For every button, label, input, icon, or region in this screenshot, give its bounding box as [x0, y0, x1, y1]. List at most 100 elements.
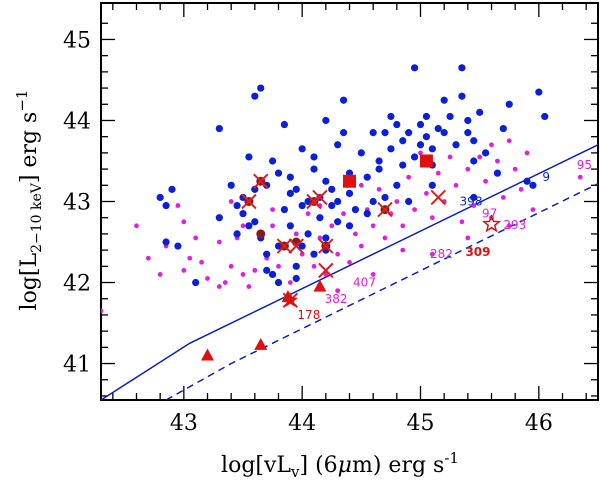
magenta-dot	[193, 235, 199, 241]
blue-dot	[239, 210, 247, 218]
red-cross	[288, 238, 304, 254]
blue-dot	[227, 181, 235, 189]
magenta-dot	[424, 190, 429, 196]
annotation-label: 309	[465, 245, 490, 259]
blue-dot	[446, 112, 454, 121]
red-triangle	[254, 337, 268, 350]
blue-dot	[434, 124, 442, 133]
blue-dot	[339, 129, 348, 137]
magenta-dot	[376, 186, 382, 192]
magenta-dot	[489, 142, 494, 148]
magenta-dot	[305, 211, 311, 217]
axis-tick-labels: 43 44 45 46 41 42 43 44 45	[63, 28, 553, 436]
magenta-dot	[477, 154, 483, 160]
blue-dot	[263, 266, 271, 274]
magenta-dot	[335, 251, 341, 257]
blue-dot	[174, 242, 182, 250]
red-cross	[430, 189, 446, 206]
magenta-dot	[382, 235, 388, 241]
magenta-dot	[471, 203, 477, 208]
blue-dot	[369, 197, 377, 206]
magenta-dot	[500, 195, 506, 200]
magenta-dot	[252, 267, 258, 273]
red-cross	[377, 201, 393, 218]
magenta-dot	[358, 243, 364, 249]
blue-dot	[328, 185, 336, 193]
y-axis-title-exp: −1	[13, 90, 31, 112]
blue-dot	[375, 165, 383, 173]
blue-dot	[328, 201, 336, 210]
blue-dot	[440, 129, 448, 137]
red-triangle	[313, 279, 327, 292]
red-cross	[253, 173, 269, 189]
blue-dot	[541, 112, 549, 121]
axis-ticks	[101, 3, 598, 400]
magenta-dot	[145, 255, 151, 261]
annotation-label: 97	[482, 207, 497, 221]
blue-dot	[464, 116, 472, 125]
y-axis-title-mid: ] erg s	[17, 112, 42, 183]
blue-dot	[493, 169, 502, 177]
blue-dot	[274, 169, 283, 177]
blue-dot	[298, 242, 306, 250]
x-tick-label: 46	[525, 411, 553, 436]
annotation-label: 9	[542, 170, 550, 184]
x-tick-label: 43	[170, 411, 198, 436]
blue-dot	[168, 185, 176, 193]
open-star	[481, 214, 502, 233]
red-cross	[312, 189, 328, 206]
y-axis-title-lead: log[L	[17, 253, 42, 311]
blue-dot	[162, 238, 170, 246]
blue-dot	[410, 64, 419, 72]
magenta-dot	[370, 272, 376, 277]
annotation-label: 95	[577, 158, 592, 172]
blue-dot	[481, 149, 490, 157]
blue-dot	[416, 141, 425, 149]
magenta-dot	[459, 219, 465, 225]
blue-dot	[357, 149, 365, 157]
blue-dot	[470, 157, 478, 165]
blue-dot	[476, 108, 484, 116]
relation-lines	[100, 144, 599, 401]
blue-dot	[393, 181, 401, 189]
magenta-dot	[222, 280, 228, 285]
magenta-dot	[246, 284, 252, 289]
x-axis-title: log[vLv] (6μm) erg s-1	[221, 449, 459, 481]
red-star	[282, 292, 298, 307]
magenta-dot	[323, 272, 329, 277]
blue-dot	[215, 214, 223, 222]
magenta-dot	[429, 215, 435, 221]
magenta-dot	[524, 150, 530, 156]
blue-dot	[381, 129, 389, 137]
magenta-dot	[317, 235, 323, 241]
blue-dot	[263, 250, 271, 258]
magenta-dot	[341, 211, 346, 217]
blue-dot	[416, 120, 425, 129]
solid-relation	[100, 144, 599, 401]
blue-dot	[345, 222, 354, 230]
magenta-dot	[181, 267, 187, 273]
red-cross	[318, 262, 334, 279]
magenta-dot	[287, 280, 293, 285]
magenta-dot	[400, 223, 406, 229]
y-axis-title-sub: 2−10 keV	[29, 182, 45, 253]
blue-dot	[286, 173, 294, 181]
red-square	[343, 174, 356, 188]
magenta-dot	[228, 263, 234, 269]
darkred-dot	[256, 229, 266, 239]
blue-dot	[280, 206, 289, 214]
y-tick-label: 43	[63, 191, 91, 216]
magenta-dot	[216, 284, 222, 289]
blue-dot	[268, 157, 277, 165]
blue-dot	[263, 181, 271, 189]
magenta-dot	[205, 276, 210, 281]
blue-dot	[292, 185, 300, 193]
blue-dot	[339, 96, 348, 104]
magenta-dot	[495, 158, 500, 164]
blue-dot	[298, 201, 306, 210]
blue-dot	[363, 210, 371, 218]
blue-dot	[369, 129, 377, 137]
annotation-label: 282	[430, 247, 453, 261]
magenta-dot	[276, 263, 281, 269]
